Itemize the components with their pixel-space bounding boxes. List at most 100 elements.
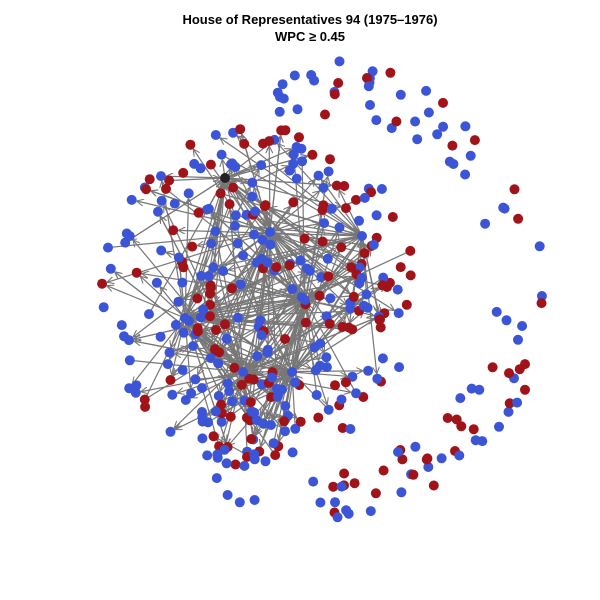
edge <box>174 299 306 428</box>
node <box>359 248 370 259</box>
node <box>258 418 269 429</box>
node <box>474 384 485 395</box>
node <box>187 241 198 252</box>
edge <box>144 322 183 400</box>
edge <box>129 177 226 240</box>
node <box>313 170 324 181</box>
node <box>227 396 238 407</box>
node <box>230 220 240 231</box>
node <box>203 271 214 281</box>
edge <box>309 252 365 297</box>
node <box>354 215 364 226</box>
node <box>340 377 351 388</box>
node <box>292 104 303 115</box>
node <box>326 203 337 214</box>
node <box>249 495 260 505</box>
node <box>323 404 334 415</box>
node <box>192 293 203 304</box>
node <box>320 109 330 120</box>
edge <box>220 138 363 237</box>
node <box>235 124 246 135</box>
node <box>249 449 260 460</box>
node <box>423 462 434 472</box>
node <box>337 423 348 433</box>
node <box>210 130 221 140</box>
node <box>213 390 224 401</box>
nodes <box>97 56 547 523</box>
edge <box>246 304 303 418</box>
node <box>375 322 386 333</box>
node <box>365 100 375 110</box>
node <box>188 341 199 351</box>
node <box>224 199 235 210</box>
node <box>155 331 166 342</box>
node <box>173 296 184 307</box>
node <box>347 324 358 335</box>
node <box>161 183 171 194</box>
node <box>395 262 406 273</box>
hub-node <box>265 227 275 237</box>
node <box>370 488 381 499</box>
node <box>196 312 206 323</box>
edge <box>210 300 300 306</box>
node <box>216 399 227 410</box>
edge <box>309 237 378 297</box>
node <box>289 70 300 81</box>
node <box>405 270 416 281</box>
edge <box>230 209 244 373</box>
node <box>501 315 512 326</box>
node <box>216 416 227 427</box>
node <box>268 438 279 449</box>
node <box>144 174 155 185</box>
node <box>212 452 223 463</box>
node <box>197 433 208 444</box>
node <box>288 197 299 208</box>
edge <box>210 164 302 296</box>
node <box>257 234 268 245</box>
node <box>315 497 326 508</box>
node <box>333 78 344 88</box>
node <box>218 266 229 277</box>
node <box>197 383 207 393</box>
node <box>394 362 405 373</box>
edge <box>142 274 306 301</box>
node <box>368 239 379 250</box>
edge <box>232 395 276 456</box>
node <box>238 250 248 261</box>
node <box>460 121 471 132</box>
node <box>319 218 330 229</box>
node <box>246 434 257 444</box>
node <box>168 225 179 236</box>
node <box>318 200 329 211</box>
node <box>349 478 360 489</box>
node <box>210 325 221 335</box>
node <box>205 311 215 322</box>
node <box>405 245 416 256</box>
node <box>170 319 181 330</box>
node <box>321 352 332 363</box>
edge <box>269 135 281 233</box>
node <box>186 388 197 399</box>
node <box>412 134 423 145</box>
node <box>334 222 345 233</box>
node <box>423 107 434 118</box>
node <box>351 194 361 205</box>
node <box>296 143 307 154</box>
node <box>183 188 194 199</box>
edge <box>322 237 357 243</box>
node <box>290 377 301 388</box>
node <box>270 450 281 461</box>
node <box>126 194 137 205</box>
node <box>295 255 306 266</box>
node <box>232 238 243 249</box>
node <box>205 159 216 170</box>
node <box>375 314 385 325</box>
node <box>520 384 530 395</box>
node <box>318 182 329 193</box>
node <box>280 334 290 344</box>
node <box>185 139 196 150</box>
node <box>304 265 315 276</box>
node <box>141 184 152 195</box>
node <box>325 293 336 304</box>
node <box>279 416 289 427</box>
